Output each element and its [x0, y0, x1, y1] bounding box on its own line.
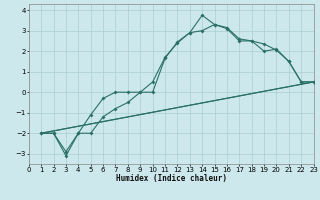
X-axis label: Humidex (Indice chaleur): Humidex (Indice chaleur)	[116, 174, 227, 183]
